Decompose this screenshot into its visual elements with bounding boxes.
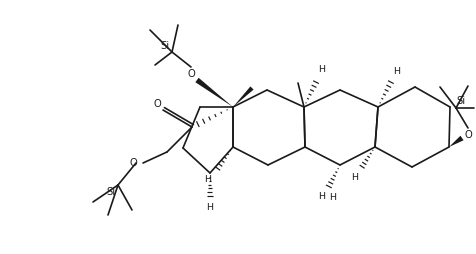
Text: H: H: [393, 67, 400, 75]
Polygon shape: [195, 78, 232, 107]
Text: H: H: [351, 173, 358, 183]
Text: O: O: [463, 130, 471, 140]
Text: Si: Si: [456, 96, 465, 106]
Polygon shape: [448, 136, 463, 147]
Text: O: O: [153, 99, 160, 109]
Text: H: H: [329, 194, 336, 202]
Text: O: O: [129, 158, 137, 168]
Text: Si: Si: [160, 41, 169, 51]
Text: O: O: [187, 69, 195, 79]
Polygon shape: [232, 86, 253, 107]
Text: Si: Si: [106, 187, 115, 197]
Text: H: H: [318, 66, 325, 74]
Text: H: H: [318, 193, 325, 201]
Text: H: H: [206, 203, 213, 213]
Text: H: H: [204, 176, 211, 184]
